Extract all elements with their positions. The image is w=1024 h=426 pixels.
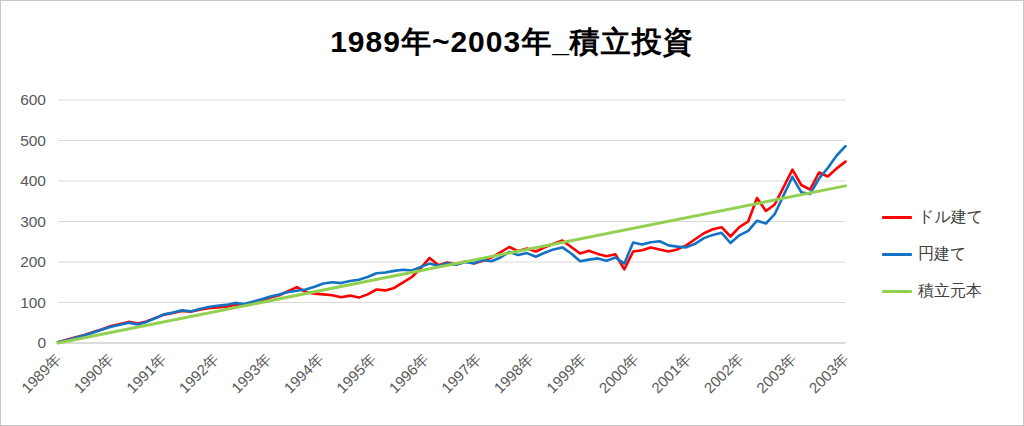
legend: ドル建て 円建て 積立元本 [882, 206, 983, 302]
x-tick-label: 2001年 [648, 350, 694, 396]
chart-frame: 1989年~2003年_積立投資 01002003004005006001989… [0, 0, 1024, 426]
legend-label-yen: 円建て [918, 244, 966, 265]
x-tick-label: 2003年 [805, 350, 851, 396]
x-tick-label: 2000年 [595, 350, 641, 396]
series-line-円建て [58, 146, 846, 342]
legend-label-principal: 積立元本 [918, 281, 982, 302]
y-tick-label: 500 [20, 132, 46, 149]
x-tick-label: 1994年 [280, 350, 326, 396]
legend-item-yen: 円建て [882, 243, 983, 265]
y-tick-label: 600 [20, 91, 46, 108]
legend-blue-line-icon [882, 253, 912, 256]
legend-item-dollar: ドル建て [882, 206, 983, 228]
x-tick-label: 1990年 [70, 350, 116, 396]
x-tick-label: 1997年 [438, 350, 484, 396]
legend-green-line-icon [882, 290, 912, 293]
line-chart: 01002003004005006001989年1990年1991年1992年1… [1, 1, 1024, 426]
y-tick-label: 300 [20, 213, 46, 230]
series-line-積立元本 [58, 186, 846, 343]
legend-item-principal: 積立元本 [882, 280, 983, 302]
x-tick-label: 1992年 [175, 350, 221, 396]
y-tick-label: 100 [20, 294, 46, 311]
x-tick-label: 1991年 [123, 350, 169, 396]
x-tick-label: 1989年 [18, 350, 64, 396]
x-tick-label: 2002年 [700, 350, 746, 396]
y-tick-label: 0 [37, 334, 46, 351]
y-tick-label: 400 [20, 172, 46, 189]
x-tick-label: 1996年 [385, 350, 431, 396]
x-tick-label: 1993年 [228, 350, 274, 396]
x-tick-label: 1999年 [543, 350, 589, 396]
legend-label-dollar: ドル建て [918, 207, 983, 228]
x-tick-label: 1995年 [333, 350, 379, 396]
x-tick-label: 1998年 [490, 350, 536, 396]
series-line-ドル建て [58, 162, 846, 343]
x-tick-label: 2003年 [753, 350, 799, 396]
legend-red-line-icon [882, 216, 912, 219]
y-tick-label: 200 [20, 253, 46, 270]
